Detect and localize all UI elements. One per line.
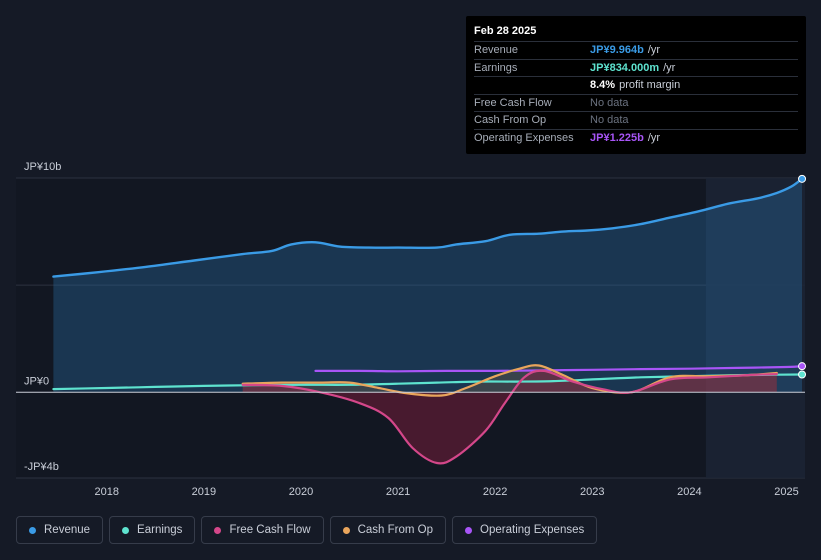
x-axis-label: 2023 <box>580 486 604 498</box>
tooltip-row-value: 8.4% <box>590 79 616 92</box>
legend-dot-icon <box>29 526 36 534</box>
tooltip-row-value: No data <box>590 96 629 109</box>
tooltip-row-value-group: JP¥9.964b/yr <box>590 44 660 56</box>
tooltip-row: 8.4% profit margin <box>474 77 798 95</box>
chart-legend: Revenue Earnings Free Cash Flow Cash From O… <box>16 516 598 544</box>
x-axis-label: 2019 <box>192 486 216 498</box>
tooltip-row-unit: profit margin <box>619 79 681 92</box>
data-tooltip: Feb 28 2025 Revenue JP¥9.964b/yr Earnings J… <box>466 16 806 154</box>
chart-grid <box>16 177 805 479</box>
free-cash-flow-line <box>241 369 778 465</box>
tooltip-row: Earnings JP¥834.000m/yr <box>474 60 798 77</box>
legend-dot-icon <box>465 526 473 534</box>
tooltip-row: Free Cash Flow No data <box>474 95 798 112</box>
y-axis-label: JP¥10b <box>24 161 61 173</box>
legend-label: Free Cash Flow <box>229 524 311 536</box>
tooltip-row-value: JP¥834.000m <box>590 61 660 74</box>
tooltip-row-value-group: No data <box>590 97 633 109</box>
plot-background <box>16 178 805 478</box>
tooltip-row-value: JP¥1.225b <box>590 131 644 144</box>
y-axis-label: -JP¥4b <box>24 461 59 473</box>
tooltip-row-label: Cash From Op <box>474 114 547 127</box>
tooltip-row-label: Earnings <box>474 61 518 74</box>
cash-from-op-line <box>241 364 778 397</box>
forecast-region <box>705 178 805 478</box>
revenue-end-marker <box>798 174 807 183</box>
forecast-band <box>705 178 805 478</box>
x-axis-label: 2018 <box>95 486 119 498</box>
free-cash-flow-area <box>242 370 777 464</box>
x-axis-label: 2021 <box>386 486 410 498</box>
tooltip-row-unit: /yr <box>647 44 661 57</box>
legend-item-free-cash-flow[interactable]: Free Cash Flow <box>201 516 324 544</box>
revenue-line <box>52 177 804 278</box>
legend-item-operating-expenses[interactable]: Operating Expenses <box>452 516 598 544</box>
tooltip-rows: Revenue JP¥9.964b/yr Earnings JP¥834.000m/y… <box>474 42 798 146</box>
legend-item-cash-from-op[interactable]: Cash From Op <box>329 516 447 544</box>
tooltip-row: Cash From Op No data <box>474 112 798 130</box>
x-axis-label: 2025 <box>774 486 798 498</box>
tooltip-row-value-group: JP¥834.000m/yr <box>590 62 675 74</box>
tooltip-row-value: JP¥9.964b <box>590 44 644 57</box>
x-axis-labels: 2018 2019 2020 2021 2022 2023 2024 2025 <box>95 486 799 498</box>
tooltip-row: Revenue JP¥9.964b/yr <box>474 42 798 60</box>
tooltip-row-value-group: JP¥1.225b/yr <box>590 132 660 144</box>
tooltip-row-value-group: 8.4% profit margin <box>590 79 680 91</box>
tooltip-row-value-group: No data <box>590 114 633 126</box>
revenue-area <box>53 178 802 393</box>
tooltip-row-value: No data <box>590 114 629 127</box>
x-axis-label: 2024 <box>677 486 701 498</box>
operating-expenses-end-marker <box>798 362 807 371</box>
tooltip-row-label: Revenue <box>474 44 519 57</box>
legend-label: Earnings <box>137 524 183 536</box>
legend-item-revenue[interactable]: Revenue <box>16 516 104 544</box>
x-axis-label: 2022 <box>483 486 507 498</box>
legend-dot-icon <box>122 526 130 534</box>
tooltip-row-label: Operating Expenses <box>474 131 574 144</box>
series-lines <box>16 174 807 465</box>
legend-item-earnings[interactable]: Earnings <box>109 516 196 544</box>
earnings-end-marker <box>798 370 807 379</box>
tooltip-date: Feb 28 2025 <box>474 22 798 42</box>
legend-label: Revenue <box>44 524 91 536</box>
chart-svg: JP¥10b JP¥0 -JP¥4b 2018 2019 2020 2021 2022 202… <box>16 161 807 498</box>
operating-expenses-line <box>314 365 804 373</box>
legend-dot-icon <box>214 526 222 534</box>
legend-label: Operating Expenses <box>480 524 585 536</box>
tooltip-row: Operating Expenses JP¥1.225b/yr <box>474 130 798 147</box>
y-axis-labels: JP¥10b JP¥0 -JP¥4b <box>24 161 61 473</box>
legend-label: Cash From Op <box>357 524 434 536</box>
tooltip-row-unit: /yr <box>647 131 661 144</box>
tooltip-row-label: Free Cash Flow <box>474 96 552 109</box>
legend-dot-icon <box>342 526 350 534</box>
tooltip-row-unit: /yr <box>663 61 676 74</box>
y-axis-label: JP¥0 <box>24 375 49 387</box>
x-axis-label: 2020 <box>289 486 313 498</box>
